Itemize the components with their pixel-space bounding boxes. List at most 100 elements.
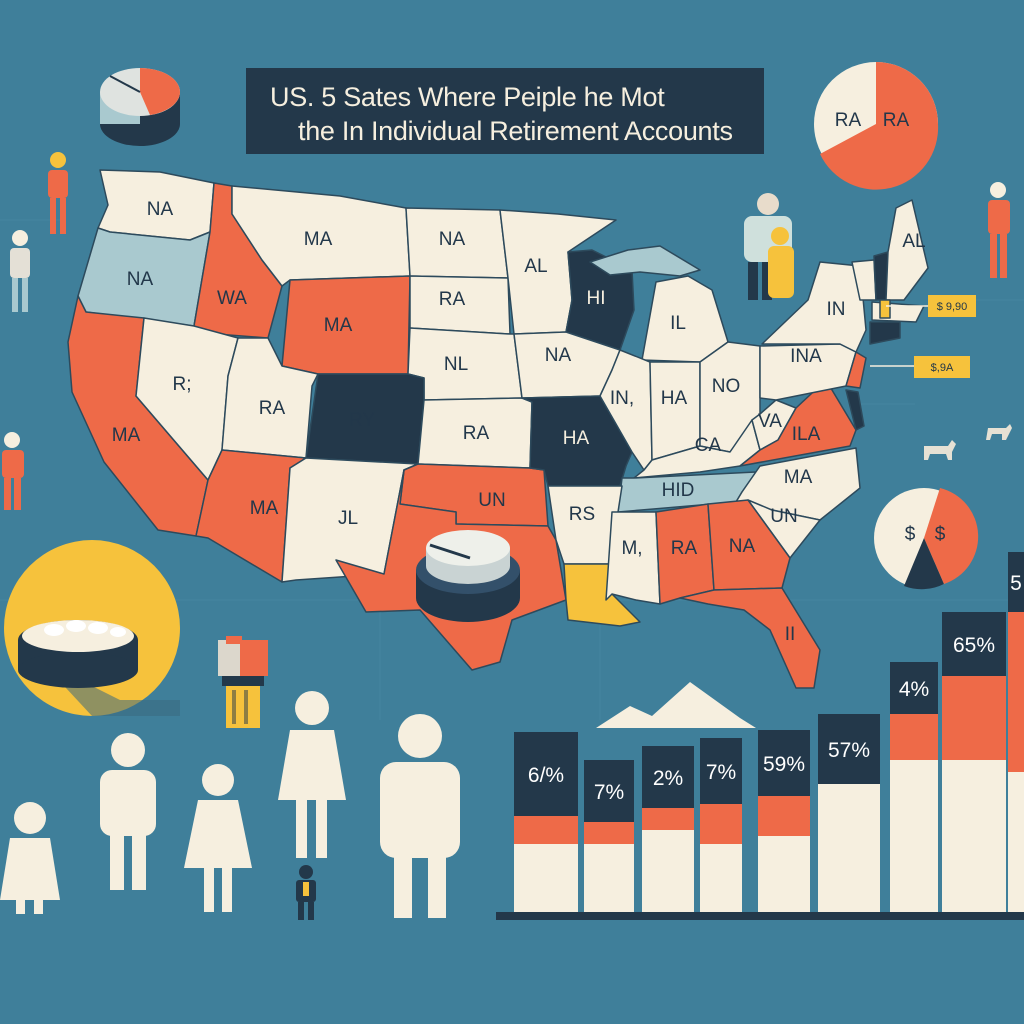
bar-9-top-band xyxy=(1008,552,1024,612)
state-ct[interactable] xyxy=(869,321,901,345)
label-ok: UN xyxy=(478,490,505,511)
person-icon-right-orange xyxy=(988,182,1010,278)
bar-1-top-band xyxy=(514,732,578,816)
label-oh: NO xyxy=(712,376,741,397)
bar-4-coral-band xyxy=(700,804,742,844)
label-ms: M, xyxy=(621,538,642,559)
label-pa: INA xyxy=(790,346,822,367)
label-tn: HID xyxy=(662,480,695,501)
people-group xyxy=(0,691,460,918)
state-mass-accent[interactable] xyxy=(879,299,891,319)
person-icon xyxy=(184,764,252,912)
label-me: AL xyxy=(902,231,925,252)
person-icon xyxy=(380,714,460,918)
label-wa: NA xyxy=(147,199,174,220)
label-sd: RA xyxy=(439,289,466,310)
bar-8-coral-band xyxy=(942,676,1006,760)
bar-6-top-band xyxy=(818,714,880,784)
label-nd: NA xyxy=(439,229,466,250)
label-mi: IL xyxy=(670,313,686,334)
label-wv: VA xyxy=(758,411,782,432)
pie-right-label-left: $ xyxy=(905,524,916,545)
label-ky: CA xyxy=(695,435,722,456)
pie-right-label-right: $ xyxy=(935,524,946,545)
bar-5-top-band xyxy=(758,730,810,796)
bar-3-label: 2% xyxy=(653,767,683,790)
bar-2-top-band xyxy=(584,760,634,822)
state-ga[interactable] xyxy=(707,499,791,591)
title-banner: US. 5 Sates Where Peiple he Mot the In I… xyxy=(246,68,764,154)
bar-3-top-band xyxy=(642,746,694,808)
label-mt: MA xyxy=(304,229,333,250)
us-map xyxy=(67,169,929,689)
label-sc: UN xyxy=(770,506,797,527)
bar-4-top-band xyxy=(700,738,742,804)
state-md[interactable] xyxy=(845,389,865,431)
label-ar: RS xyxy=(569,504,595,525)
state-nj[interactable] xyxy=(845,351,867,389)
person-icon xyxy=(278,691,346,858)
label-ia: NA xyxy=(545,345,572,366)
bar-5-label: 59% xyxy=(763,753,805,776)
label-fl: II xyxy=(785,624,796,645)
callout-lower: $,9A xyxy=(931,362,954,374)
callouts: $ 9,90 $,9A xyxy=(870,295,976,378)
person-icon-left-orange xyxy=(2,432,24,510)
label-id: WA xyxy=(217,288,247,309)
pie-chart-right: $ $ xyxy=(874,488,979,590)
bar-chart-baseline xyxy=(496,912,1024,920)
label-ga: NA xyxy=(729,536,756,557)
couple-icon xyxy=(744,193,794,300)
pie-chart-top-right: RA RA xyxy=(814,62,939,190)
label-mn: AL xyxy=(524,256,547,277)
savings-bowl-icon xyxy=(4,540,180,716)
bar-6-label: 57% xyxy=(828,739,870,762)
bar-7-label: 4% xyxy=(899,678,929,701)
bar-2-label: 7% xyxy=(594,781,624,804)
bar-5-coral-band xyxy=(758,796,810,836)
bar-8-label: 65% xyxy=(953,634,995,657)
mountain-icon xyxy=(596,682,756,728)
pie-label-right: RA xyxy=(883,110,910,131)
state-ut[interactable] xyxy=(221,337,319,459)
coin-stack-icon xyxy=(416,530,520,622)
label-ca: MA xyxy=(112,425,141,446)
dog-icon xyxy=(924,424,1012,460)
title-line-1: US. 5 Sates Where Peiple he Mot xyxy=(270,82,665,112)
bar-4-label: 7% xyxy=(706,761,736,784)
label-wi: HI xyxy=(587,288,606,309)
label-nm: JL xyxy=(338,508,358,529)
bar-2-coral-band xyxy=(584,822,634,844)
label-ks: RA xyxy=(463,423,490,444)
label-il: IN, xyxy=(610,388,634,409)
bar-3-coral-band xyxy=(642,808,694,830)
callout-upper: $ 9,90 xyxy=(937,301,968,313)
bar-9-coral-band xyxy=(1008,612,1024,772)
bar-1-coral-band xyxy=(514,816,578,844)
state-fl[interactable] xyxy=(679,587,821,689)
bar-1-label: 6/% xyxy=(528,764,564,787)
label-in: HA xyxy=(661,388,688,409)
title-line-2: the In Individual Retirement Accounts xyxy=(298,116,733,146)
label-or: NA xyxy=(127,269,154,290)
bar-chart: 6/% 7% 2% 7% 59% 57% 4% 65% 5 xyxy=(514,552,1024,912)
label-nc: MA xyxy=(784,467,813,488)
state-in[interactable] xyxy=(649,361,701,461)
state-mo[interactable] xyxy=(521,395,633,487)
jar-icon xyxy=(218,636,268,728)
person-icon-grey xyxy=(10,230,30,312)
label-az: MA xyxy=(250,498,279,519)
state-mi-upper[interactable] xyxy=(589,245,701,277)
pie-chart-icon xyxy=(100,68,180,146)
person-icon-small-dark xyxy=(296,865,316,920)
state-labels: NA NA WA MA MA NA RA NL AL HI IL MA R; R… xyxy=(112,199,926,645)
label-co: RY xyxy=(349,410,375,431)
state-va[interactable] xyxy=(739,379,857,467)
bar-7-top-band xyxy=(890,662,938,714)
label-ut: RA xyxy=(259,398,286,419)
label-al: RA xyxy=(671,538,698,559)
label-mo: HA xyxy=(563,428,590,449)
label-nv: R; xyxy=(173,374,192,395)
